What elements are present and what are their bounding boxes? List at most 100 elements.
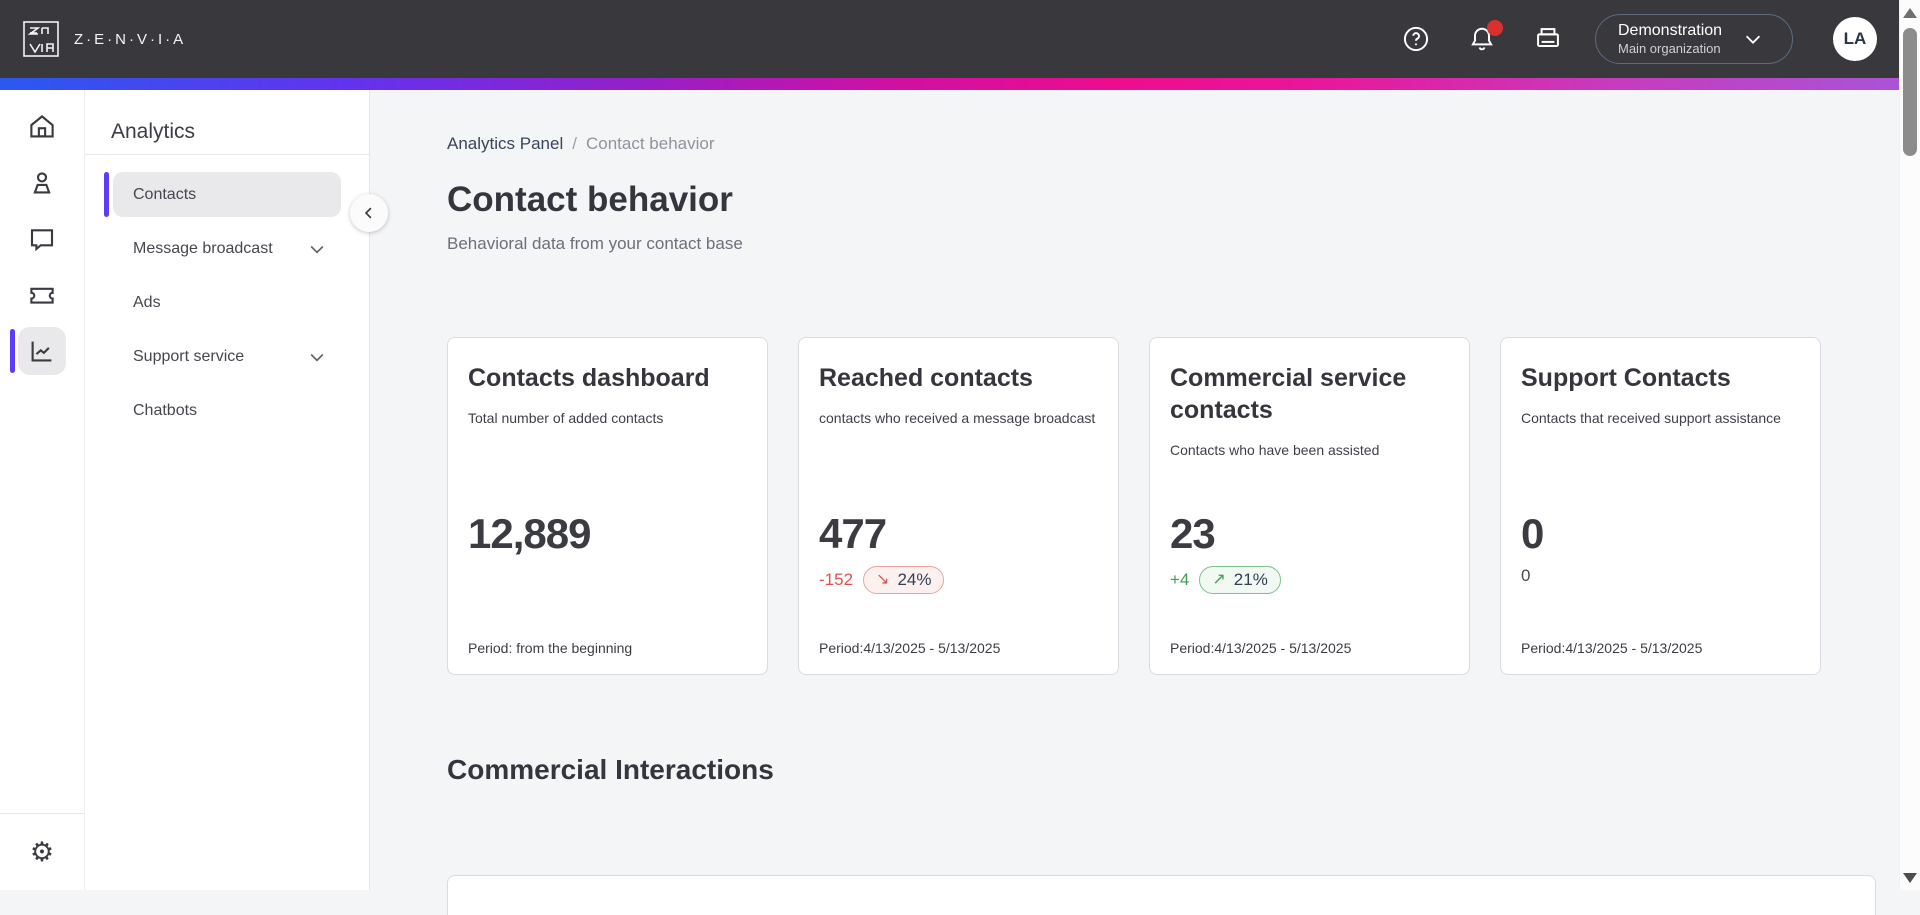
sidebar-item-contacts-row: Contacts (104, 172, 341, 217)
trend-percent: 21% (1233, 570, 1268, 589)
sidebar-item-label: Support service (133, 347, 245, 365)
avatar-initials: LA (1843, 29, 1867, 48)
sidebar-item-label: Message broadcast (133, 239, 273, 257)
trend-up-icon: ↗ (1212, 571, 1226, 588)
card-description: Contacts who have been assisted (1170, 442, 1380, 458)
top-navigation-bar: Z·E·N·V·I·A Demonstra (0, 0, 1920, 78)
chevron-left-icon (364, 207, 372, 219)
breadcrumb-separator: / (572, 134, 577, 153)
trend-down-icon: ↘ (876, 571, 890, 588)
card-title: Support Contacts (1521, 364, 1731, 392)
breadcrumb-current: Contact behavior (585, 134, 715, 153)
person-icon (33, 172, 51, 194)
help-button[interactable] (1401, 24, 1431, 54)
sidebar-item-ads-row: Ads (104, 280, 341, 325)
delta-value: +4 (1170, 570, 1190, 589)
brand-name: Z·E·N·V·I·A (74, 30, 187, 48)
sidebar-item-chatbots[interactable]: Chatbots (113, 388, 341, 433)
organization-name: Demonstration (1618, 21, 1723, 39)
card-description: contacts who received a message broadcas… (819, 410, 1096, 426)
vertical-scrollbar[interactable] (1899, 0, 1920, 890)
trend-percent: 24% (897, 570, 932, 589)
breadcrumb-analytics-panel[interactable]: Analytics Panel (447, 134, 564, 153)
chat-bubble-icon (30, 229, 54, 252)
card-contacts-dashboard: Contacts dashboard Total number of added… (447, 337, 768, 675)
gear-icon: ⚙ (29, 836, 55, 867)
card-period: Period:4/13/2025 - 5/13/2025 (1521, 640, 1703, 656)
print-button[interactable] (1533, 24, 1563, 54)
scrollbar-up-arrow[interactable] (1903, 8, 1917, 18)
card-period: Period: from the beginning (468, 640, 633, 656)
organization-switcher[interactable]: Demonstration Main organization (1595, 14, 1793, 64)
notifications-button[interactable] (1467, 20, 1503, 54)
sidebar-item-label: Contacts (133, 185, 197, 203)
rail-item-conversations[interactable] (0, 211, 84, 267)
zenvia-logo-icon (23, 21, 59, 57)
notification-badge (1487, 20, 1503, 36)
inactive-indicator (104, 226, 109, 271)
section-heading-commercial-interactions: Commercial Interactions (447, 754, 774, 785)
help-icon (1403, 26, 1429, 52)
rail-item-home[interactable] (0, 99, 84, 155)
inactive-indicator (104, 334, 109, 379)
page-subtitle: Behavioral data from your contact base (447, 234, 743, 253)
card-title: Contacts dashboard (468, 364, 710, 392)
card-description: Contacts that received support assistanc… (1521, 410, 1781, 426)
sidebar-item-support-service[interactable]: Support service (113, 334, 341, 379)
inactive-indicator (104, 280, 109, 325)
sidebar-item-message-broadcast-row: Message broadcast (104, 226, 341, 271)
sidebar-item-message-broadcast[interactable]: Message broadcast (113, 226, 341, 271)
card-value: 477 (819, 510, 887, 557)
card-trend-row: 0 (1521, 566, 1530, 586)
card-support-contacts: Support Contacts Contacts that received … (1500, 337, 1821, 675)
home-icon (30, 114, 54, 138)
rail-item-tickets[interactable] (0, 267, 84, 323)
delta-value: 0 (1521, 566, 1531, 585)
commercial-interactions-card-partial (447, 875, 1876, 915)
sidebar-item-contacts[interactable]: Contacts (113, 172, 341, 217)
chevron-down-icon (1745, 35, 1761, 44)
card-commercial-service-contacts: Commercial service contacts Contacts who… (1149, 337, 1470, 675)
card-period: Period:4/13/2025 - 5/13/2025 (1170, 640, 1352, 656)
card-reached-contacts: Reached contacts contacts who received a… (798, 337, 1119, 675)
line-chart-icon (31, 341, 52, 362)
delta-value: -152 (819, 570, 854, 589)
scrollbar-thumb[interactable] (1903, 28, 1917, 156)
sidebar-item-label: Chatbots (133, 401, 198, 419)
sidebar-item-ads[interactable]: Ads (113, 280, 341, 325)
card-period: Period:4/13/2025 - 5/13/2025 (819, 640, 1001, 656)
chevron-down-icon (310, 353, 324, 362)
active-indicator (104, 172, 109, 217)
trend-badge: ↘ 24% (863, 566, 945, 594)
card-title: Reached contacts (819, 364, 1033, 392)
ticket-icon (30, 287, 54, 304)
scrollbar-down-arrow[interactable] (1903, 873, 1917, 883)
sidebar-title: Analytics (111, 120, 196, 143)
user-avatar[interactable]: LA (1833, 17, 1877, 61)
organization-subtitle: Main organization (1618, 40, 1721, 56)
card-value: 12,889 (468, 510, 591, 557)
rail-item-contacts[interactable] (0, 155, 84, 211)
page-title: Contact behavior (447, 180, 733, 219)
card-title: Commercial service contacts (1170, 364, 1407, 424)
sidebar-divider (85, 154, 369, 155)
rail-item-settings[interactable]: ⚙ (0, 813, 84, 890)
printer-icon (1537, 28, 1559, 47)
bell-icon (1471, 27, 1493, 51)
main-content: Analytics Panel / Contact behavior Conta… (370, 90, 1920, 915)
card-trend-row: +4 ↗ 21% (1170, 566, 1281, 594)
stat-cards: Contacts dashboard Total number of added… (447, 337, 1821, 675)
card-value: 0 (1521, 510, 1544, 557)
card-trend-row: -152 ↘ 24% (819, 566, 945, 594)
brand-gradient-bar (0, 78, 1920, 90)
sidebar-item-support-service-row: Support service (104, 334, 341, 379)
icon-rail: ⚙ (0, 90, 85, 890)
trend-badge: ↗ 21% (1199, 566, 1281, 594)
analytics-sidebar: Analytics Contacts Message broadcast (85, 90, 388, 890)
breadcrumb: Analytics Panel / Contact behavior (447, 134, 1920, 153)
card-value: 23 (1170, 510, 1216, 557)
card-description: Total number of added contacts (468, 410, 664, 426)
rail-item-analytics[interactable] (0, 323, 84, 379)
sidebar-collapse-button[interactable] (350, 194, 388, 232)
zenvia-logo[interactable]: Z·E·N·V·I·A (22, 20, 186, 58)
